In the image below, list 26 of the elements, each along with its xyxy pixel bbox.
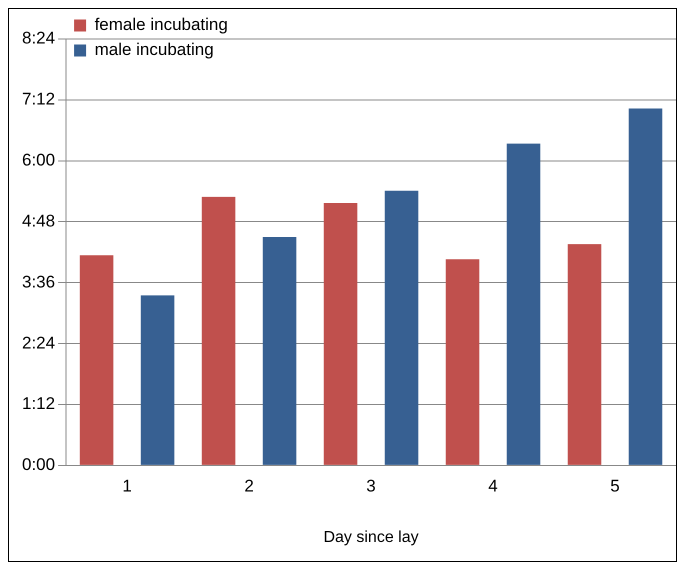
- y-tick-label: 7:12: [22, 90, 56, 109]
- x-tick-label: 5: [610, 476, 620, 496]
- y-tick-label: 0:00: [22, 455, 56, 474]
- y-tick-label: 2:24: [22, 333, 56, 352]
- y-tick-label: 3:36: [22, 272, 56, 292]
- bar: [384, 190, 418, 465]
- x-axis-title: Day since lay: [323, 528, 419, 546]
- legend-label: male incubating: [94, 40, 214, 60]
- bar: [446, 259, 480, 465]
- bar: [506, 144, 540, 465]
- y-tick-label: 1:12: [22, 394, 56, 414]
- x-tick-label: 3: [366, 476, 376, 496]
- y-tick-label: 6:00: [22, 150, 56, 170]
- bar: [80, 255, 114, 465]
- y-tick-label: 8:24: [22, 28, 56, 48]
- bar: [568, 244, 602, 465]
- bar: [202, 196, 236, 465]
- legend-label: female incubating: [94, 15, 228, 34]
- bar: [262, 236, 296, 465]
- bar: [140, 295, 174, 465]
- x-tick-label: 4: [488, 476, 498, 496]
- y-tick-label: 4:48: [22, 211, 56, 230]
- x-tick-label: 1: [122, 476, 132, 496]
- bar: [628, 108, 662, 465]
- bar: [324, 202, 358, 465]
- x-tick-label: 2: [244, 476, 254, 496]
